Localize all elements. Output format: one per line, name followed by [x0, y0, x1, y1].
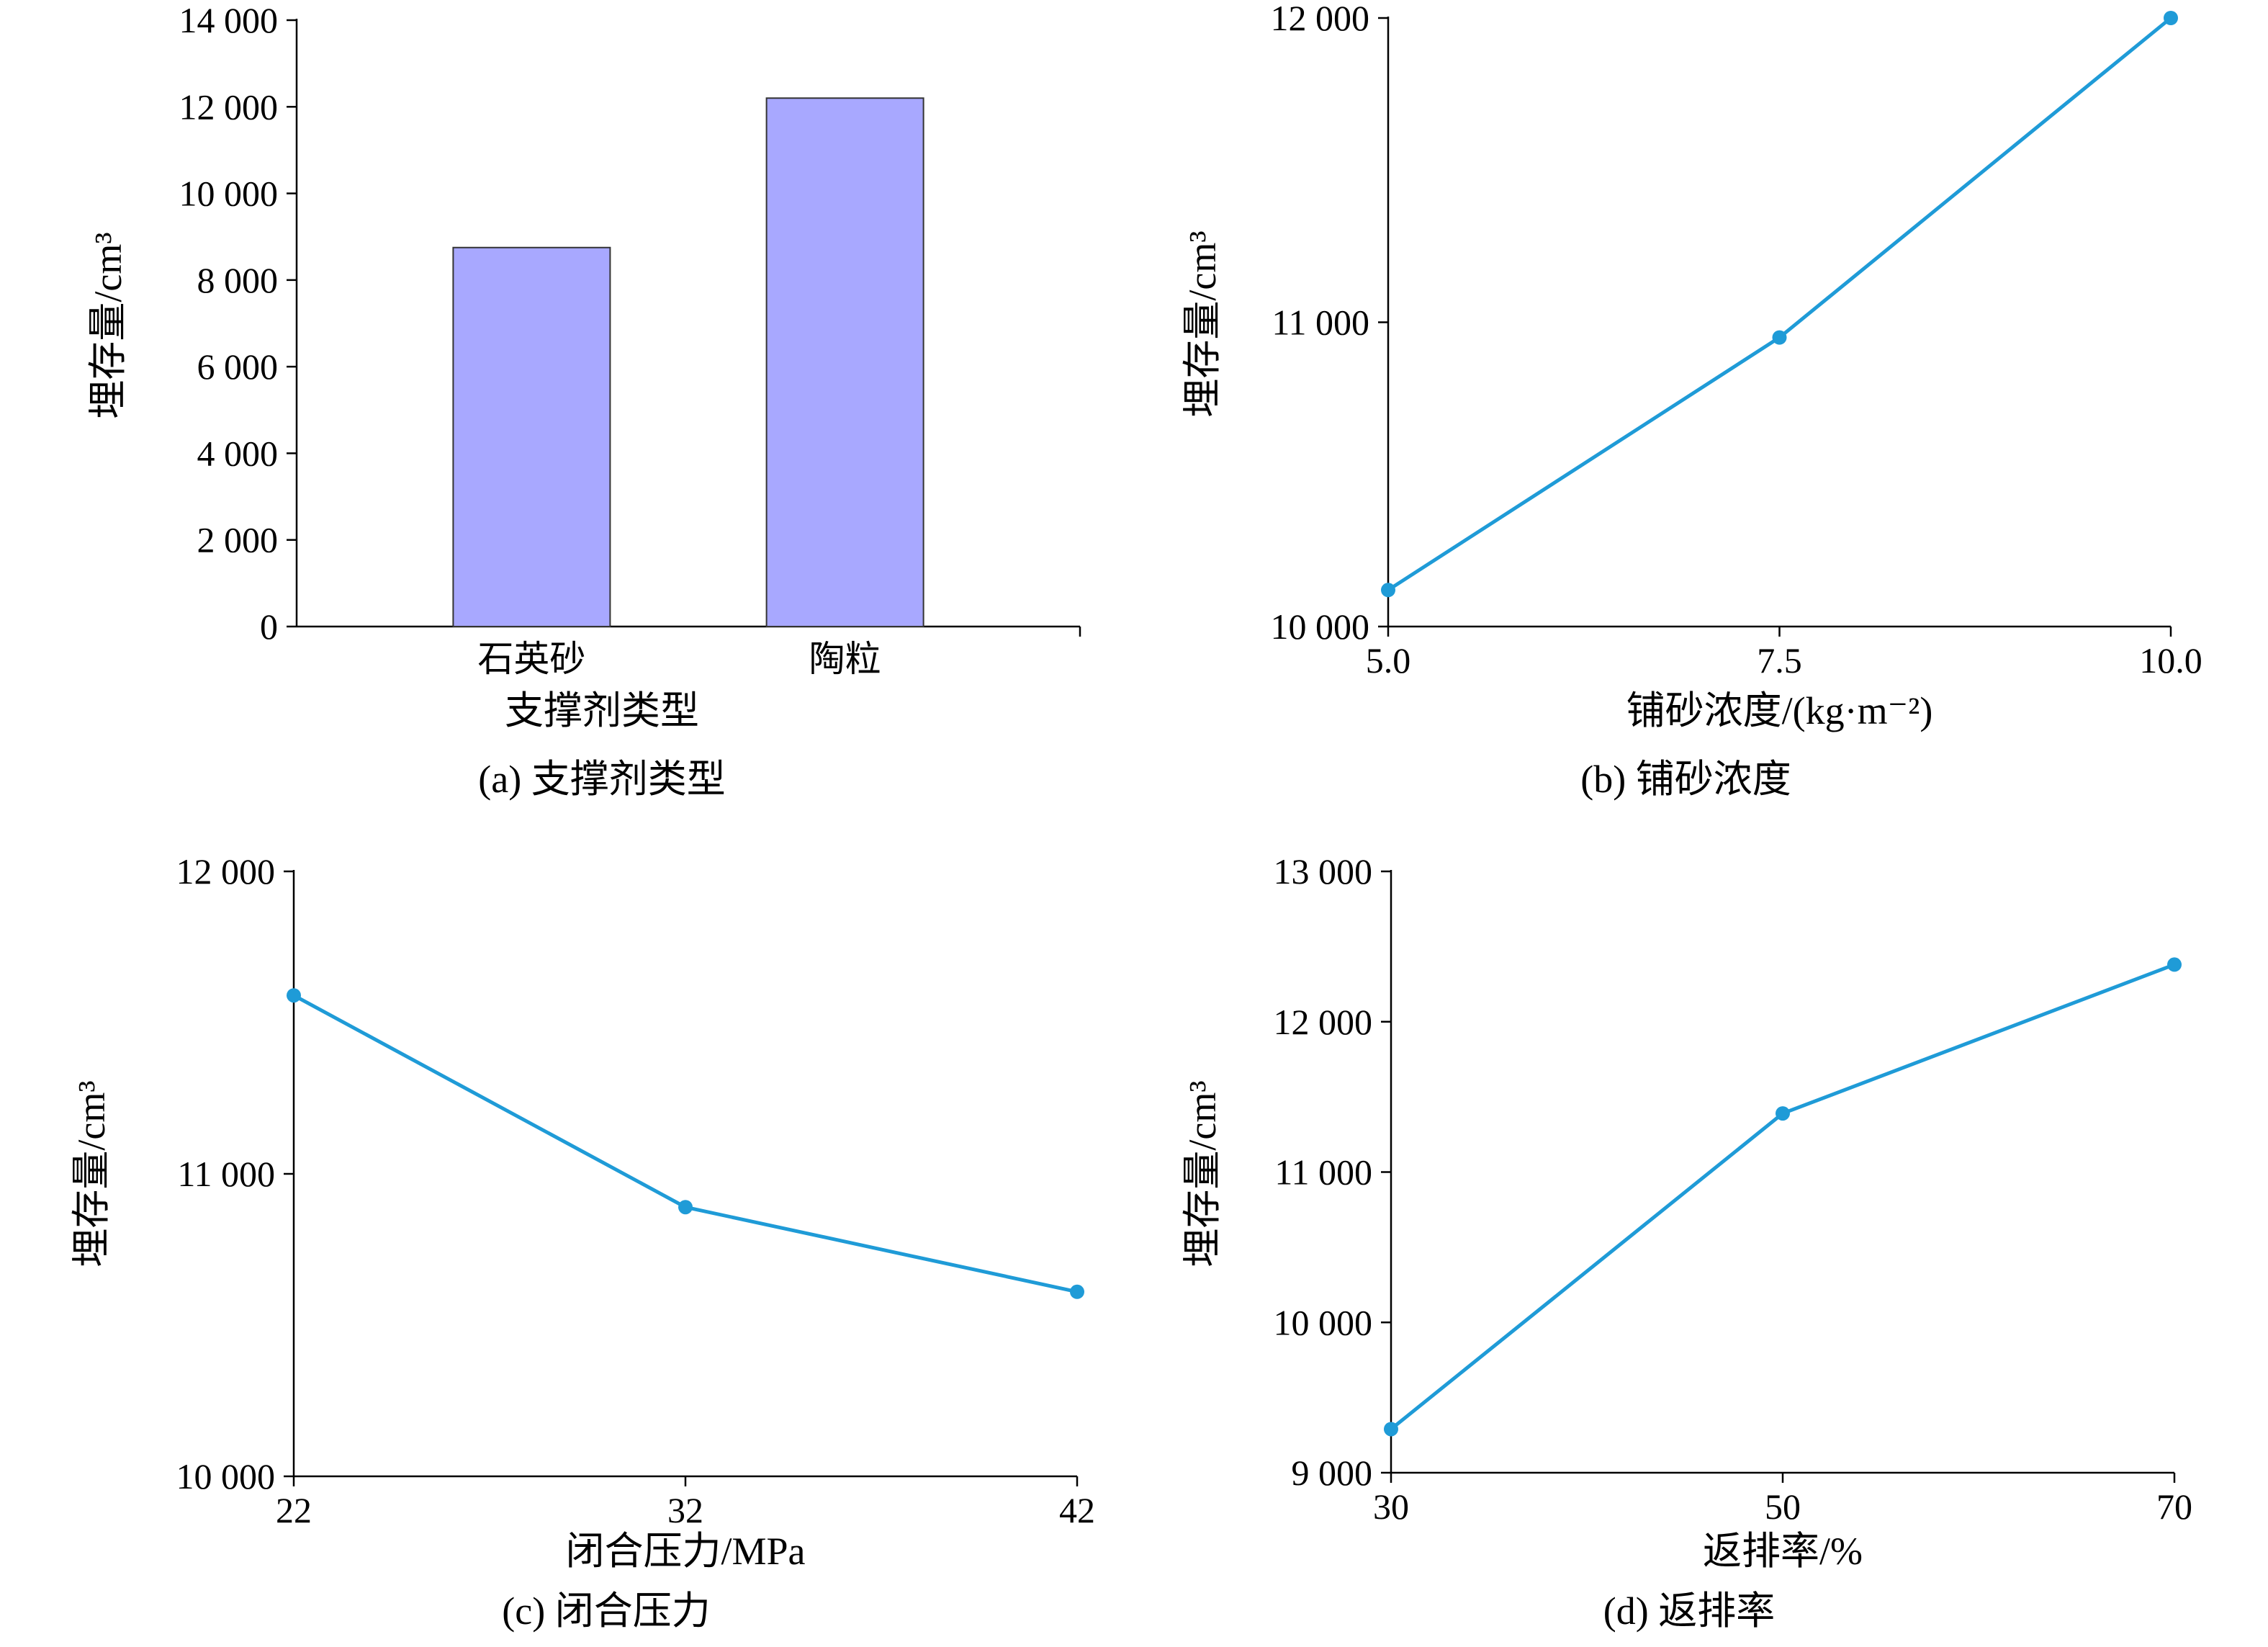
x-tick-label: 50 [1765, 1486, 1801, 1527]
panel-a: 0 2 000 4 000 6 000 8 000 10 000 12 000 14 000 石… [86, 0, 1081, 801]
y-tick-label: 2 000 [197, 520, 279, 560]
y-tick-label: 0 [260, 606, 278, 647]
x-axis-title: 闭合压力/MPa [565, 1530, 805, 1573]
data-point [1070, 1284, 1084, 1299]
x-tick-label: 7.5 [1757, 640, 1802, 681]
data-point [1384, 1422, 1398, 1437]
panel-caption: (c) 闭合压力 [502, 1589, 710, 1633]
x-tick-label: 32 [667, 1490, 703, 1530]
y-axis-title: 埋存量/cm³ [70, 1080, 113, 1267]
data-point [678, 1200, 693, 1215]
y-tick-label: 10 000 [176, 1456, 276, 1496]
x-tick-label: 22 [276, 1490, 312, 1530]
data-point [1381, 583, 1395, 598]
y-tick-label: 12 000 [1271, 0, 1370, 38]
data-point [1776, 1106, 1790, 1121]
data-point [2164, 11, 2178, 25]
bar-1 [452, 246, 611, 627]
y-tick-label: 6 000 [197, 346, 279, 387]
y-tick-label: 12 000 [179, 86, 279, 127]
y-tick-label: 11 000 [177, 1154, 275, 1194]
x-tick-label: 5.0 [1366, 640, 1411, 681]
x-tick-label: 石英砂 [477, 639, 585, 679]
x-axis-title: 铺砂浓度/(kg·m⁻²) [1626, 689, 1933, 732]
panel-b: 10 000 11 000 12 000 5.0 7.5 10.0 铺砂浓度/(kg·m⁻²… [1181, 0, 2202, 801]
y-tick-label: 10 000 [1271, 606, 1370, 647]
y-tick-label: 12 000 [1274, 1002, 1373, 1042]
y-tick-label: 9 000 [1292, 1453, 1373, 1493]
panel-caption: (d) 返排率 [1603, 1589, 1775, 1633]
y-tick-label: 10 000 [1274, 1302, 1373, 1342]
x-tick-label: 70 [2156, 1486, 2192, 1527]
series-line [292, 994, 1078, 1294]
series-line [1387, 17, 2172, 592]
x-tick-label: 10.0 [2139, 640, 2202, 681]
x-tick-label: 42 [1059, 1490, 1095, 1530]
panel-d: 9 000 10 000 11 000 12 000 13 000 30 50 70 返排率/%… [1181, 851, 2192, 1633]
data-point [2167, 957, 2182, 972]
y-tick-label: 4 000 [197, 433, 279, 473]
series-line [1390, 963, 2175, 1431]
y-tick-label: 14 000 [179, 0, 279, 40]
y-axis-title: 埋存量/cm³ [1181, 230, 1224, 417]
y-tick-label: 11 000 [1274, 1152, 1372, 1193]
y-tick-label: 13 000 [1274, 851, 1373, 892]
y-tick-label: 12 000 [176, 851, 276, 892]
panel-caption: (b) 铺砂浓度 [1580, 758, 1791, 801]
y-axis-title: 埋存量/cm³ [86, 232, 130, 418]
data-point [287, 988, 301, 1003]
y-tick-label: 8 000 [197, 260, 279, 300]
y-tick-label: 11 000 [1272, 302, 1369, 343]
y-tick-label: 10 000 [179, 174, 279, 214]
x-axis-title: 返排率/% [1703, 1530, 1863, 1573]
panel-caption: (a) 支撑剂类型 [478, 758, 725, 801]
x-axis-title: 支撑剂类型 [505, 689, 699, 732]
bar-2 [765, 97, 924, 627]
x-tick-label: 陶粒 [809, 639, 881, 679]
y-axis-title: 埋存量/cm³ [1181, 1080, 1224, 1267]
data-point [1772, 330, 1787, 345]
x-tick-label: 30 [1373, 1486, 1409, 1527]
panel-c: 10 000 11 000 12 000 22 32 42 闭合压力/MPa 埋存量/cm³ (… [70, 851, 1095, 1633]
